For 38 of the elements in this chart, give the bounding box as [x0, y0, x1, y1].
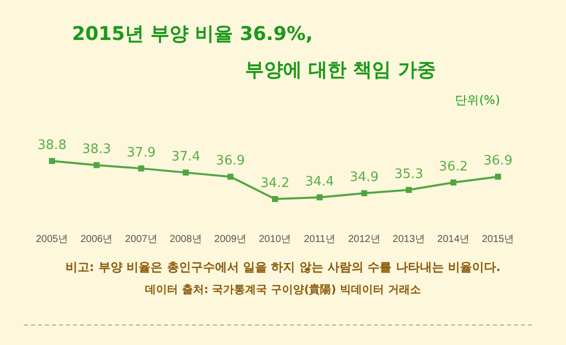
point: [361, 190, 368, 196]
x-tick-label: 2015년: [482, 234, 514, 246]
y-axis-title: 단위(%): [455, 93, 500, 107]
data-label: 36.9: [216, 154, 245, 169]
data-label: 34.4: [305, 174, 334, 190]
x-tick-label: 2005년: [36, 234, 68, 246]
data-label: 37.9: [126, 145, 156, 160]
data-label: 35.3: [394, 166, 424, 182]
chart-title: 2015년 부양 비율 36.9%,: [72, 23, 313, 45]
x-tick-label: 2006년: [80, 234, 113, 246]
point: [227, 174, 234, 180]
x-tick-label: 2011년: [304, 234, 336, 246]
point: [182, 170, 189, 176]
data-label: 34.2: [260, 176, 290, 191]
x-tick-label: 2014년: [437, 234, 470, 246]
point: [406, 186, 412, 193]
data-label: 38.3: [82, 142, 112, 158]
point: [450, 179, 456, 186]
x-tick-label: 2008년: [170, 234, 202, 246]
x-tick-label: 2009년: [214, 234, 247, 246]
data-label: 36.9: [484, 154, 512, 169]
data-label: 36.2: [438, 159, 468, 174]
text: 비고: 부양 비율은 총인구수에서 일을 하지 않는 사람의 수를 나타내는 비율이다.: [65, 260, 501, 274]
point: [94, 162, 100, 168]
point: [138, 165, 144, 172]
chart-subtitle: 부양에 대한 책임 가중: [245, 59, 436, 81]
x-tick-label: 2007년: [125, 234, 158, 246]
x-tick-label: 2010년: [258, 234, 292, 246]
data-label: 38.8: [38, 138, 66, 153]
point: [272, 196, 278, 202]
x-tick-label: 2013년: [392, 234, 425, 246]
data-label: 34.9: [350, 170, 379, 186]
point: [495, 174, 501, 180]
data-label: 37.4: [171, 150, 200, 165]
point: [49, 158, 55, 164]
point: [316, 194, 323, 200]
text: 데이터 출처: 국가통계국 구이양(貴陽) 빅데이터 거래소: [145, 283, 421, 296]
x-tick-label: 2012년: [348, 234, 380, 246]
